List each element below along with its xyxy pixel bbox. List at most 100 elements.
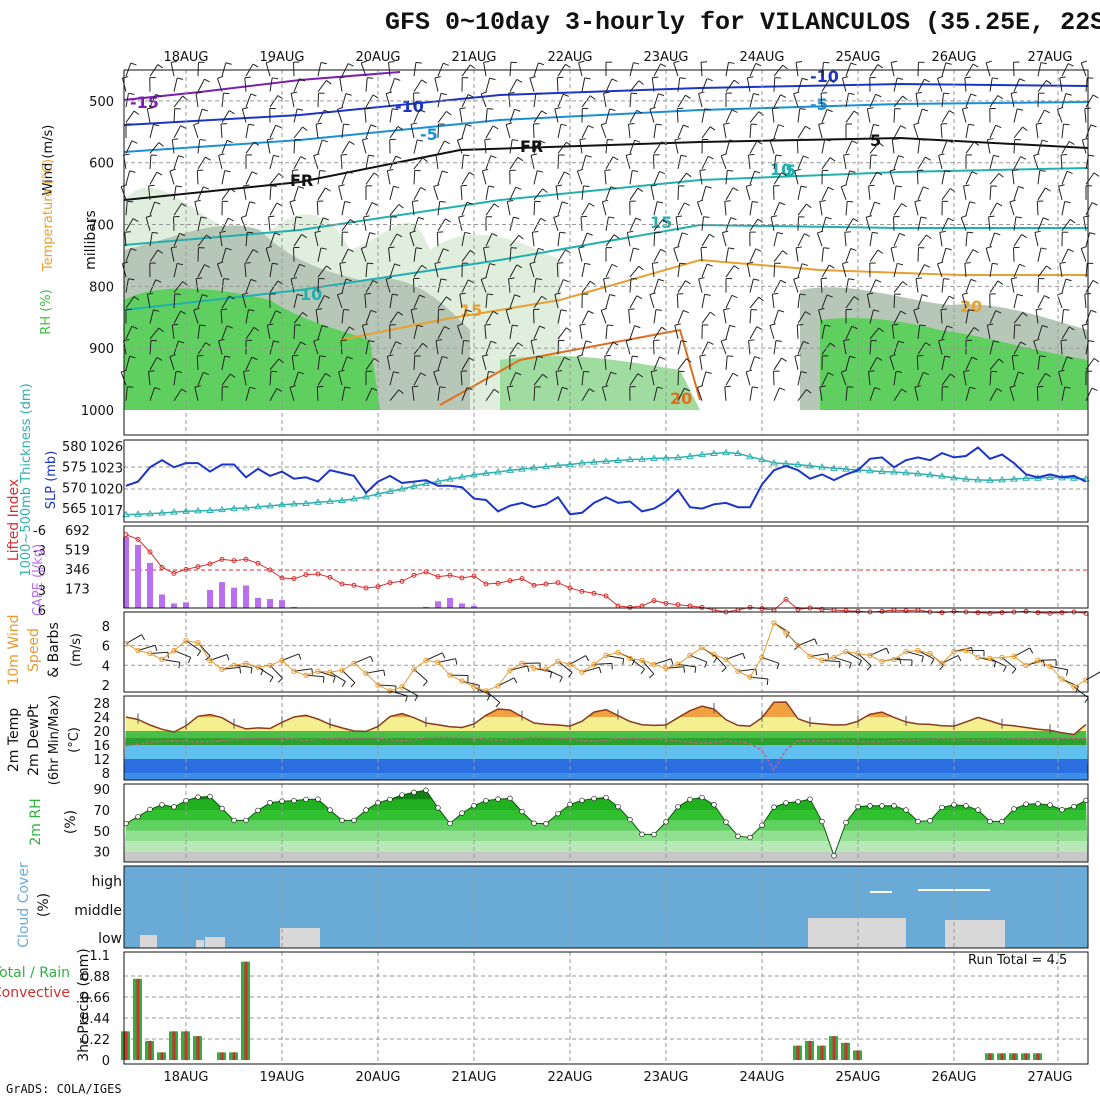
wind-barb <box>175 370 182 373</box>
wind-barb <box>532 231 539 233</box>
wind-barb <box>850 62 857 66</box>
wind-barb <box>169 168 176 172</box>
wind-barb <box>1067 248 1074 253</box>
wind-barb <box>829 157 836 162</box>
wind-barb-10m <box>917 650 935 660</box>
cloud-high <box>870 891 892 893</box>
wind-barb <box>457 137 464 141</box>
contour-label: 20 <box>960 297 982 316</box>
thickness-marker <box>590 458 598 465</box>
wind-barb <box>512 139 519 142</box>
rh-marker <box>375 800 381 806</box>
wind-barb-10m <box>413 668 428 682</box>
precip-conv-bar <box>148 1040 152 1060</box>
wind-barb <box>482 354 489 357</box>
precip-tick: 0.88 <box>81 970 110 985</box>
wind-speed-marker <box>747 674 753 680</box>
wind-barb-10m <box>1013 647 1031 657</box>
thickness-marker <box>254 502 262 510</box>
wind-speed-marker <box>771 620 777 626</box>
wind-barb <box>961 215 968 219</box>
rh-marker <box>843 819 849 826</box>
temp-frame <box>123 695 1089 781</box>
wind-barb <box>169 356 175 370</box>
wind-speed-marker <box>423 657 429 664</box>
wind-barb <box>245 201 251 216</box>
li-marker <box>591 590 597 596</box>
wind-barb <box>806 389 812 394</box>
wind-barb-10m <box>683 666 685 673</box>
wind-barb <box>796 324 799 339</box>
wind-barb <box>561 201 568 205</box>
wind-barb <box>840 186 847 200</box>
wind-barb <box>824 324 831 327</box>
temperature-contour <box>439 328 701 406</box>
wind-barb <box>394 77 401 81</box>
rh-marker-fill <box>388 797 392 802</box>
wind-barb <box>1037 139 1043 154</box>
wind-barb <box>804 233 810 237</box>
wind-barb <box>533 248 539 262</box>
wind-barb-10m <box>885 647 890 654</box>
wind-barb <box>925 156 931 161</box>
wind-barb <box>248 123 255 126</box>
wind-barb <box>819 385 826 388</box>
wind-barb <box>794 356 799 370</box>
wind-barb <box>1020 156 1027 160</box>
wind-barb <box>732 187 739 192</box>
wind-barb <box>514 108 521 112</box>
wind-barb <box>224 170 231 173</box>
wind-barb <box>898 155 905 158</box>
wind-barb <box>749 170 756 185</box>
wind-barb <box>506 386 511 401</box>
wind-barb <box>420 372 427 377</box>
thickness-tick: 580 <box>62 440 87 455</box>
wind-barb <box>196 355 199 370</box>
wind-barb <box>173 108 176 123</box>
precip-conv-bar <box>1036 1053 1040 1060</box>
wind-barb <box>1037 265 1047 278</box>
wind-barb <box>364 294 367 309</box>
thickness-marker <box>434 477 442 485</box>
wind-barb-10m <box>648 673 655 679</box>
rh-marker <box>219 805 225 812</box>
wind-barb <box>1013 324 1016 339</box>
wind-barb <box>753 278 760 281</box>
wind-barb <box>721 153 728 157</box>
wind-barb <box>629 373 639 386</box>
wind-barb-10m <box>761 656 780 664</box>
rh-marker <box>207 793 213 800</box>
wind-barb <box>245 171 253 185</box>
wind-barb <box>178 340 185 344</box>
wind-barb-10m <box>422 680 428 687</box>
wind-barb <box>989 358 1000 371</box>
wind-barb <box>509 109 516 123</box>
wind-barb <box>989 310 997 324</box>
wind-barb <box>584 262 591 265</box>
wind-barb <box>1067 63 1074 67</box>
wind-barb <box>578 247 583 262</box>
wind-speed-marker <box>831 654 837 661</box>
rh-marker-fill <box>316 797 320 802</box>
cloud-level-label: low <box>98 931 122 947</box>
rh-marker-fill <box>688 797 692 802</box>
wind-barb <box>509 325 513 339</box>
wind-barb <box>413 372 422 386</box>
wind-barb <box>315 308 323 311</box>
wind-barb <box>1092 279 1099 284</box>
wind-barb <box>463 154 470 157</box>
wind-barb <box>941 93 944 108</box>
wind-barb <box>149 142 160 154</box>
cape-bar <box>435 601 441 608</box>
rh-marker <box>879 803 885 809</box>
wind-barb <box>368 340 375 343</box>
wind-barb <box>793 279 799 293</box>
wind-barb <box>749 386 753 401</box>
wind-barb <box>588 388 595 393</box>
wind-barb <box>673 248 679 262</box>
label-convective: Convective <box>0 985 70 1001</box>
wind-barb <box>278 173 284 178</box>
precip-frame <box>123 951 1089 1065</box>
wind-barb <box>748 154 751 169</box>
label-cloud-cover: Cloud Cover <box>16 862 32 948</box>
